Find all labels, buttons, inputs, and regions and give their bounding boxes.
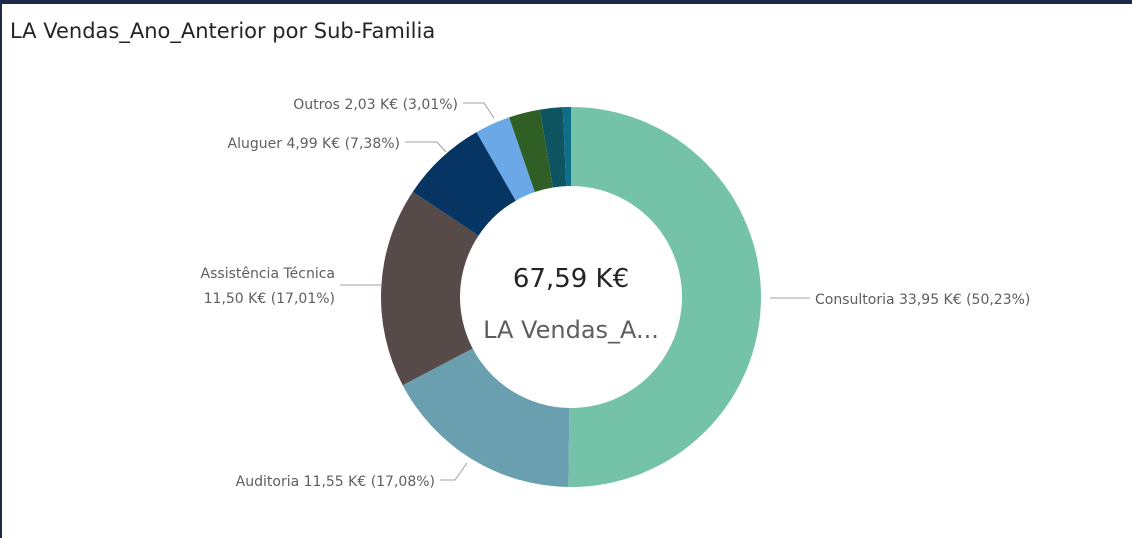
category-label: Outros (293, 97, 340, 113)
value-label: 2,03 K€ (3,01%) (344, 97, 458, 113)
donut-segment (509, 109, 553, 193)
data-label: Outros 2,03 K€ (3,01%) (293, 97, 458, 113)
donut-segment (476, 117, 535, 201)
donut-segment (412, 132, 516, 236)
data-label: Aluguer 4,99 K€ (7,38%) (228, 136, 400, 152)
center-label: LA Vendas_A... (483, 316, 659, 344)
data-label: Consultoria 33,95 K€ (50,23%) (815, 292, 1030, 308)
value-label: 4,99 K€ (7,38%) (286, 136, 400, 152)
data-label: Auditoria 11,55 K€ (17,08%) (236, 474, 435, 490)
category-label: Consultoria (815, 292, 895, 308)
category-label: Aluguer (228, 136, 283, 152)
category-label: Assistência Técnica (201, 266, 335, 282)
donut-segment (402, 348, 570, 487)
value-label: 33,95 K€ (50,23%) (899, 292, 1030, 308)
left-border (0, 0, 2, 538)
value-label: 11,55 K€ (17,08%) (304, 474, 435, 490)
donut-segment (568, 107, 761, 487)
top-border (0, 0, 1132, 4)
donut-segment (381, 191, 479, 386)
value-label: 11,50 K€ (17,01%) (204, 291, 335, 307)
leader-line (463, 102, 495, 119)
data-label: Assistência Técnica (201, 266, 335, 282)
data-label: 11,50 K€ (17,01%) (204, 291, 335, 307)
category-label: Auditoria (236, 474, 300, 490)
center-value: 67,59 K€ (513, 264, 629, 294)
chart-title: LA Vendas_Ano_Anterior por Sub-Familia (10, 19, 435, 44)
donut-segment (562, 107, 571, 187)
leader-line (440, 462, 468, 481)
leader-line (405, 141, 447, 153)
donut-segment (539, 107, 567, 188)
